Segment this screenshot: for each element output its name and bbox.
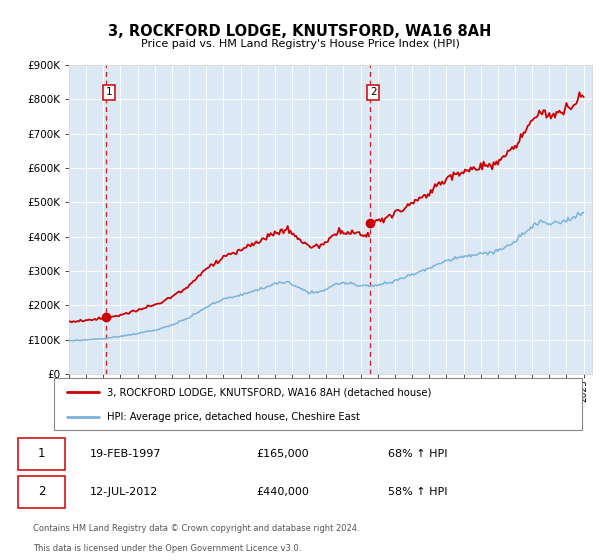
Text: 2: 2 <box>370 87 376 97</box>
Text: 58% ↑ HPI: 58% ↑ HPI <box>388 487 448 497</box>
Text: 2: 2 <box>38 486 46 498</box>
Text: 19-FEB-1997: 19-FEB-1997 <box>90 449 162 459</box>
Text: 3, ROCKFORD LODGE, KNUTSFORD, WA16 8AH (detached house): 3, ROCKFORD LODGE, KNUTSFORD, WA16 8AH (… <box>107 387 431 397</box>
Text: This data is licensed under the Open Government Licence v3.0.: This data is licensed under the Open Gov… <box>33 544 301 553</box>
Text: HPI: Average price, detached house, Cheshire East: HPI: Average price, detached house, Ches… <box>107 412 359 422</box>
FancyBboxPatch shape <box>19 437 65 469</box>
Text: 68% ↑ HPI: 68% ↑ HPI <box>388 449 448 459</box>
Text: Price paid vs. HM Land Registry's House Price Index (HPI): Price paid vs. HM Land Registry's House … <box>140 39 460 49</box>
Text: 1: 1 <box>106 87 112 97</box>
Text: 3, ROCKFORD LODGE, KNUTSFORD, WA16 8AH: 3, ROCKFORD LODGE, KNUTSFORD, WA16 8AH <box>109 24 491 39</box>
Text: £165,000: £165,000 <box>256 449 308 459</box>
FancyBboxPatch shape <box>19 476 65 508</box>
Text: 1: 1 <box>38 447 46 460</box>
FancyBboxPatch shape <box>54 378 582 430</box>
Text: Contains HM Land Registry data © Crown copyright and database right 2024.: Contains HM Land Registry data © Crown c… <box>33 524 359 533</box>
Text: 12-JUL-2012: 12-JUL-2012 <box>90 487 158 497</box>
Text: £440,000: £440,000 <box>256 487 309 497</box>
